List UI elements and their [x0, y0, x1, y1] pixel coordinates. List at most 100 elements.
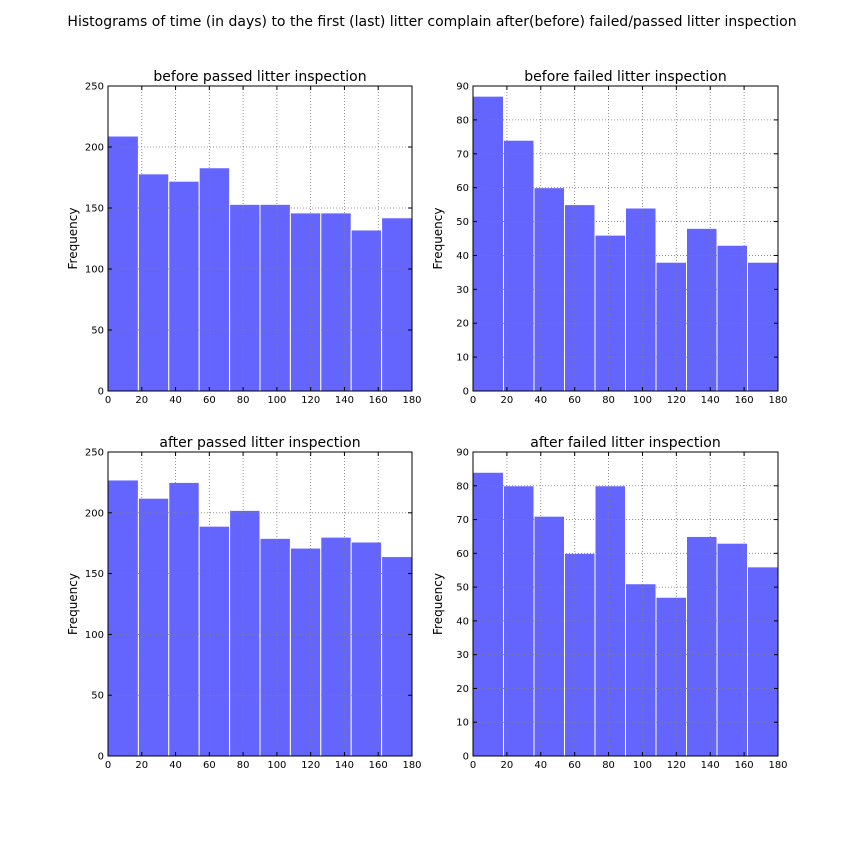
- x-tick-label: 60: [203, 760, 216, 771]
- y-axis-label: Frequency: [66, 573, 80, 635]
- x-tick-label: 80: [602, 395, 615, 406]
- subplot-4: 0 20 40 60 80 100 120 140 160 180 0 10 20 30 40 50 60 70 8…: [431, 435, 788, 771]
- x-tick-label: 160: [369, 395, 388, 406]
- y-tick-label: 20: [456, 319, 469, 330]
- histogram-bar: [350, 541, 383, 757]
- y-tick-label: 90: [456, 82, 469, 93]
- x-tick-label: 100: [267, 395, 286, 406]
- x-tick-label: 180: [768, 395, 787, 406]
- histogram-bar: [381, 556, 413, 757]
- y-tick-label: 50: [456, 583, 469, 594]
- y-tick-label: 10: [456, 353, 469, 364]
- y-tick-label: 10: [456, 718, 469, 729]
- histogram-bar: [381, 217, 413, 392]
- histogram-bar: [259, 203, 291, 392]
- y-tick-label: 150: [85, 204, 104, 215]
- histogram-bar: [564, 204, 596, 392]
- x-tick-label: 140: [701, 395, 720, 406]
- x-tick-label: 20: [501, 760, 514, 771]
- y-tick-label: 40: [456, 616, 469, 627]
- histogram-bar: [747, 261, 779, 392]
- histogram-bar: [198, 525, 231, 757]
- y-tick-label: 80: [456, 115, 469, 126]
- y-tick-label: 50: [91, 326, 104, 337]
- y-tick-label: 60: [456, 183, 469, 194]
- y-tick-label: 70: [456, 515, 469, 526]
- y-axis-label: Frequency: [431, 573, 445, 635]
- y-tick-label: 50: [456, 217, 469, 228]
- histogram-bar: [168, 180, 200, 392]
- histogram-bar: [533, 187, 565, 392]
- subplot-3: 0 20 40 60 80 100 120 140 160 180 0 50 100 150 200 250 a…: [66, 435, 422, 771]
- x-tick-label: 0: [105, 760, 111, 771]
- x-tick-label: 40: [534, 760, 547, 771]
- subplot-title: after passed litter inspection: [159, 435, 360, 451]
- subplot-2: 0 20 40 60 80 100 120 140 160 180 0 10 20 30 40 50 60 70 8…: [431, 69, 788, 406]
- y-tick-label: 100: [85, 630, 104, 641]
- x-tick-label: 20: [135, 395, 148, 406]
- y-tick-label: 0: [463, 752, 469, 763]
- x-tick-label: 0: [105, 395, 111, 406]
- x-tick-label: 20: [135, 760, 148, 771]
- histogram-bar: [289, 212, 322, 392]
- histogram-bar: [137, 497, 170, 757]
- histogram-bar: [229, 509, 261, 757]
- histogram-bar: [655, 596, 687, 757]
- histogram-bar: [594, 234, 626, 392]
- x-tick-label: 180: [402, 395, 421, 406]
- y-tick-label: 0: [98, 752, 104, 763]
- histogram-bar: [198, 167, 231, 392]
- histogram-bar: [625, 583, 657, 757]
- histogram-bar: [472, 95, 504, 392]
- subplot-title: after failed litter inspection: [530, 435, 720, 451]
- histogram-bar: [503, 139, 535, 392]
- histogram-bar: [716, 542, 748, 757]
- histogram-bar: [350, 229, 383, 392]
- y-tick-label: 30: [456, 285, 469, 296]
- x-tick-label: 80: [602, 760, 615, 771]
- y-tick-label: 20: [456, 684, 469, 695]
- y-axis-label: Frequency: [66, 208, 80, 270]
- histogram-bar: [289, 547, 322, 757]
- y-tick-label: 80: [456, 481, 469, 492]
- histogram-bar: [320, 536, 352, 757]
- x-tick-label: 40: [169, 760, 182, 771]
- x-tick-label: 0: [470, 760, 476, 771]
- histogram-bar: [107, 479, 139, 757]
- x-tick-label: 100: [633, 760, 652, 771]
- x-tick-label: 80: [237, 395, 250, 406]
- histogram-bar: [686, 535, 718, 757]
- y-tick-label: 250: [85, 82, 104, 93]
- x-tick-label: 160: [735, 760, 754, 771]
- histogram-bar: [747, 566, 779, 757]
- x-tick-label: 100: [633, 395, 652, 406]
- histogram-bar: [686, 227, 718, 392]
- histogram-bar: [168, 481, 200, 757]
- y-tick-label: 0: [463, 387, 469, 398]
- y-tick-label: 100: [85, 265, 104, 276]
- y-tick-label: 200: [85, 508, 104, 519]
- x-tick-label: 180: [768, 760, 787, 771]
- plot-frame: [107, 85, 413, 392]
- x-tick-label: 100: [267, 760, 286, 771]
- y-tick-label: 200: [85, 143, 104, 154]
- subplot-title: before passed litter inspection: [153, 69, 366, 85]
- histogram-bar: [655, 261, 687, 392]
- x-tick-label: 140: [701, 760, 720, 771]
- y-tick-label: 250: [85, 448, 104, 459]
- y-tick-label: 50: [91, 691, 104, 702]
- y-tick-label: 150: [85, 569, 104, 580]
- x-tick-label: 80: [237, 760, 250, 771]
- x-tick-label: 140: [335, 395, 354, 406]
- x-tick-label: 160: [369, 760, 388, 771]
- plot-frame: [107, 451, 413, 757]
- figure-title: Histograms of time (in days) to the firs…: [67, 14, 797, 30]
- histogram-bar: [259, 537, 291, 757]
- x-tick-label: 60: [203, 395, 216, 406]
- x-tick-label: 120: [301, 760, 320, 771]
- x-tick-label: 120: [301, 395, 320, 406]
- x-tick-label: 60: [568, 760, 581, 771]
- y-tick-label: 30: [456, 650, 469, 661]
- histogram-bar: [533, 515, 565, 757]
